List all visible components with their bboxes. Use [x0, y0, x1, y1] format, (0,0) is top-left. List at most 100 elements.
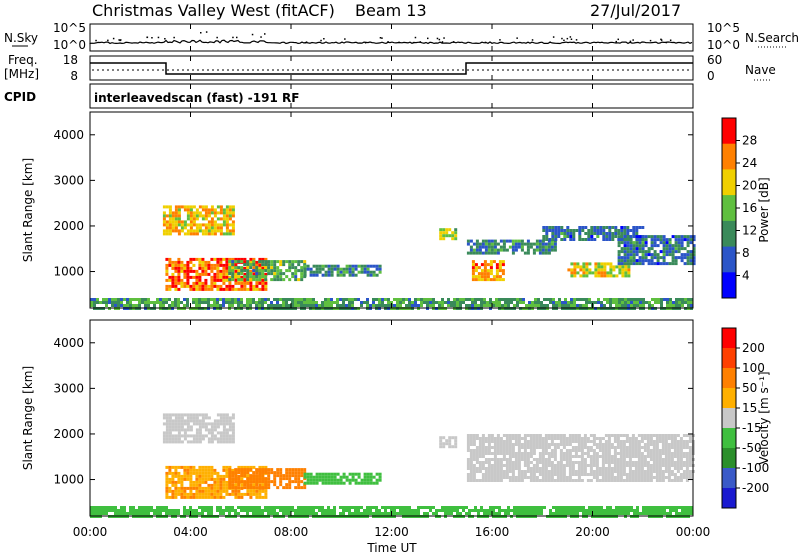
heatmap-cell: [622, 446, 626, 449]
heatmap-cell: [237, 471, 241, 475]
heatmap-cell: [568, 437, 572, 440]
heatmap-cell: [258, 489, 262, 493]
heatmap-cell: [420, 298, 423, 301]
heatmap-cell: [478, 437, 482, 440]
heatmap-cell: [129, 298, 132, 301]
heatmap-cell: [563, 238, 567, 241]
heatmap-cell: [189, 509, 192, 512]
heatmap-cell: [498, 269, 502, 273]
heatmap-cell: [186, 260, 190, 264]
heatmap-cell: [483, 304, 486, 307]
heatmap-cell: [441, 509, 444, 512]
heatmap-cell: [538, 440, 542, 443]
heatmap-cell: [231, 205, 235, 209]
heatmap-cell: [495, 301, 498, 304]
heatmap-cell: [661, 461, 665, 464]
heatmap-cell: [258, 287, 262, 291]
heatmap-cell: [225, 440, 229, 444]
heatmap-cell: [333, 481, 337, 485]
heatmap-cell: [174, 437, 178, 441]
heatmap-cell: [547, 242, 551, 246]
heatmap-cell: [520, 455, 524, 458]
heatmap-cell: [608, 226, 612, 229]
heatmap-cell: [560, 238, 564, 241]
heatmap-cell: [526, 239, 530, 243]
heatmap-cell: [393, 304, 396, 307]
heatmap-cell: [216, 298, 219, 301]
heatmap-cell: [192, 217, 196, 221]
heatmap-cell: [481, 242, 485, 246]
heatmap-cell: [541, 467, 545, 470]
heatmap-cell: [477, 304, 480, 307]
heatmap-cell: [222, 263, 226, 267]
power-colorbar-label: Power [dB]: [757, 177, 771, 242]
heatmap-cell: [102, 298, 105, 301]
heatmap-cell: [144, 506, 147, 509]
heatmap-cell: [174, 260, 178, 264]
heatmap-cell: [519, 509, 522, 512]
heatmap-cell: [466, 437, 470, 440]
heatmap-cell: [171, 272, 175, 276]
heatmap-cell: [526, 464, 530, 467]
heatmap-cell: [177, 422, 181, 426]
heatmap-cell: [504, 304, 507, 307]
heatmap-cell: [297, 471, 301, 475]
heatmap-cell: [637, 449, 641, 452]
heatmap-cell: [535, 461, 539, 464]
heatmap-cell: [688, 434, 692, 437]
heatmap-cell: [501, 509, 504, 512]
heatmap-cell: [222, 304, 225, 307]
heatmap-cell: [171, 480, 175, 484]
heatmap-cell: [517, 443, 521, 446]
heatmap-cell: [667, 443, 671, 446]
heatmap-cell: [195, 413, 199, 417]
power-heatmap: [90, 205, 696, 310]
heatmap-cell: [336, 264, 340, 268]
heatmap-cell: [327, 506, 330, 509]
heatmap-cell: [598, 467, 602, 470]
heatmap-cell: [483, 272, 487, 276]
heatmap-cell: [195, 278, 199, 282]
heatmap-cell: [93, 512, 96, 515]
heatmap-cell: [454, 439, 458, 443]
heatmap-cell: [591, 301, 594, 304]
heatmap-cell: [297, 483, 301, 487]
heatmap-cell: [198, 211, 202, 215]
heatmap-cell: [635, 238, 639, 242]
heatmap-cell: [168, 431, 172, 435]
heatmap-cell: [496, 458, 500, 461]
heatmap-cell: [210, 208, 214, 212]
heatmap-cell: [478, 464, 482, 467]
heatmap-cell: [273, 260, 277, 264]
heatmap-cell: [442, 234, 446, 238]
nsky-point: [157, 36, 160, 39]
heatmap-cell: [598, 479, 602, 482]
heatmap-cell: [174, 284, 178, 288]
heatmap-cell: [475, 248, 479, 252]
heatmap-cell: [682, 440, 686, 443]
heatmap-cell: [279, 477, 283, 481]
heatmap-cell: [623, 247, 627, 251]
heatmap-cell: [456, 506, 459, 509]
heatmap-cell: [249, 281, 253, 285]
heatmap-cell: [641, 256, 645, 260]
heatmap-cell: [258, 269, 262, 273]
heatmap-cell: [324, 509, 327, 512]
heatmap-cell: [563, 232, 567, 235]
heatmap-cell: [664, 470, 668, 473]
heatmap-cell: [315, 506, 318, 509]
heatmap-cell: [640, 473, 644, 476]
heatmap-cell: [582, 262, 586, 266]
heatmap-cell: [210, 474, 214, 478]
heatmap-cell: [511, 446, 515, 449]
heatmap-cell: [327, 264, 331, 268]
heatmap-cell: [576, 512, 579, 515]
heatmap-cell: [547, 434, 551, 437]
heatmap-cell: [195, 486, 199, 490]
heatmap-cell: [228, 269, 232, 273]
heatmap-cell: [357, 270, 361, 274]
heatmap-cell: [635, 244, 639, 248]
heatmap-cell: [234, 474, 238, 478]
heatmap-cell: [216, 492, 220, 496]
heatmap-cell: [213, 211, 217, 215]
